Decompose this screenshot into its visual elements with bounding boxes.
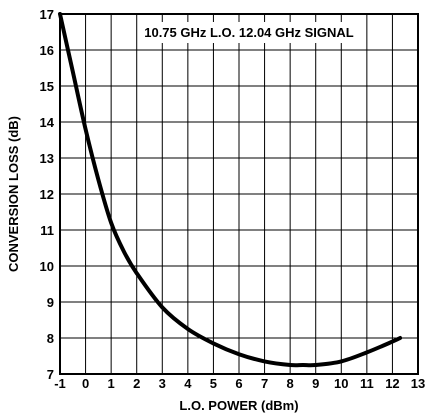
x-tick-label: 7 <box>261 376 268 391</box>
x-tick-label: 8 <box>287 376 294 391</box>
y-tick-labels: 7 8 9 10 11 12 13 14 15 16 17 <box>40 7 55 382</box>
x-tick-label: 11 <box>360 376 374 391</box>
x-tick-label: 6 <box>235 376 242 391</box>
y-tick-label: 10 <box>40 259 54 274</box>
y-tick-label: 12 <box>40 187 54 202</box>
series-line <box>58 12 403 368</box>
x-tick-label: 13 <box>411 376 425 391</box>
x-tick-label: 12 <box>385 376 399 391</box>
y-tick-label: 17 <box>40 7 54 22</box>
x-tick-label: 0 <box>82 376 89 391</box>
x-tick-label: 3 <box>159 376 166 391</box>
y-tick-label: 15 <box>40 79 54 94</box>
y-tick-label: 7 <box>47 367 54 382</box>
annotation-background <box>138 22 360 43</box>
x-tick-label: 9 <box>312 376 319 391</box>
x-tick-label: 2 <box>133 376 140 391</box>
y-tick-label: 11 <box>40 223 54 238</box>
y-tick-label: 13 <box>40 151 54 166</box>
grid-lines <box>59 13 419 375</box>
y-axis-label: CONVERSION LOSS (dB) <box>6 116 21 272</box>
x-tick-label: 5 <box>210 376 217 391</box>
x-tick-label: 4 <box>184 376 192 391</box>
y-tick-label: 16 <box>40 43 54 58</box>
x-tick-label: -1 <box>54 376 66 391</box>
x-axis-label: L.O. POWER (dBm) <box>179 398 298 413</box>
x-tick-label: 1 <box>108 376 115 391</box>
plot-frame <box>59 13 419 375</box>
chart-annotation: 10.75 GHz L.O. 12.04 GHz SIGNAL <box>144 25 354 40</box>
y-tick-label: 9 <box>47 295 54 310</box>
x-tick-label: 10 <box>334 376 348 391</box>
x-tick-labels: -1 0 1 2 3 4 5 6 7 8 9 10 11 12 13 <box>54 376 425 391</box>
y-tick-label: 14 <box>40 115 55 130</box>
y-tick-label: 8 <box>47 331 54 346</box>
